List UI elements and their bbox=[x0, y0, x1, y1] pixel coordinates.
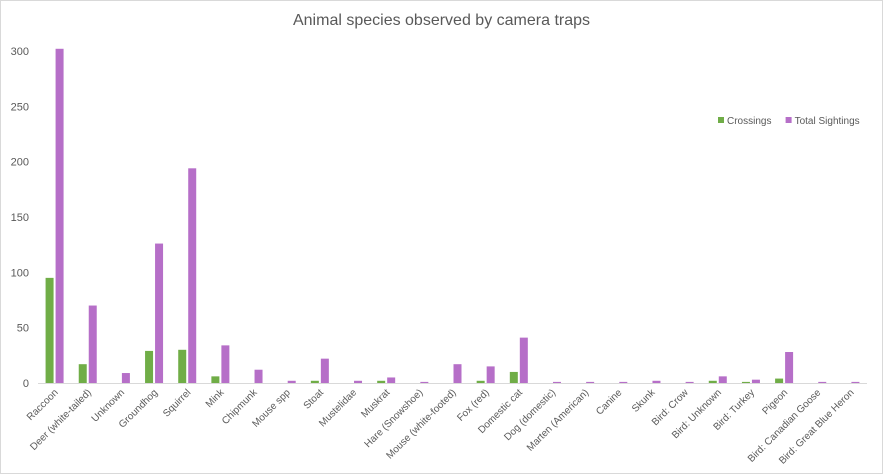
bar-total-sightings bbox=[354, 380, 363, 383]
bar-total-sightings bbox=[718, 376, 727, 383]
bar-total-sightings bbox=[188, 168, 197, 383]
bars bbox=[45, 48, 860, 383]
bar-total-sightings bbox=[320, 358, 329, 383]
y-tick-label: 150 bbox=[11, 212, 29, 224]
y-axis: 0 50 100 150 200 250 300 bbox=[11, 46, 29, 390]
x-category-label: Deer (white-tailed) bbox=[28, 387, 94, 453]
x-category-label: Hare (Snowshoe) bbox=[363, 387, 426, 450]
y-tick-label: 0 bbox=[23, 378, 29, 390]
x-category-label: Canine bbox=[594, 387, 624, 417]
bar-crossings bbox=[78, 364, 87, 383]
legend-label: Total Sightings bbox=[795, 116, 860, 127]
bar-total-sightings bbox=[121, 373, 130, 383]
x-category-label: Skunk bbox=[630, 387, 658, 415]
bar-crossings bbox=[310, 380, 319, 383]
bar-crossings bbox=[178, 349, 187, 383]
y-tick-label: 300 bbox=[11, 46, 29, 58]
bar-total-sightings bbox=[586, 381, 595, 383]
bar-total-sightings bbox=[851, 381, 860, 383]
y-tick-label: 200 bbox=[11, 157, 29, 169]
bar-total-sightings bbox=[88, 305, 97, 383]
bar-crossings bbox=[145, 350, 154, 383]
x-category-label: Muskrat bbox=[359, 387, 392, 420]
y-tick-label: 100 bbox=[11, 267, 29, 279]
bar-total-sightings bbox=[619, 381, 628, 383]
y-tick-label: 50 bbox=[17, 323, 29, 335]
bar-crossings bbox=[775, 378, 784, 383]
bar-total-sightings bbox=[652, 380, 661, 383]
legend-swatch bbox=[785, 117, 792, 123]
chart-title: Animal species observed by camera traps bbox=[292, 12, 591, 29]
bar-crossings bbox=[45, 277, 54, 383]
bar-crossings bbox=[476, 380, 485, 383]
bar-total-sightings bbox=[519, 337, 528, 383]
x-category-label: Mink bbox=[204, 387, 227, 410]
bar-total-sightings bbox=[685, 381, 694, 383]
bar-total-sightings bbox=[785, 352, 794, 383]
x-category-label: Pigeon bbox=[760, 387, 790, 417]
bar-crossings bbox=[377, 380, 386, 383]
bar-total-sightings bbox=[155, 243, 164, 383]
bar-total-sightings bbox=[55, 48, 64, 383]
x-category-label: Squirrel bbox=[161, 387, 193, 419]
bar-crossings bbox=[741, 381, 750, 383]
bar-total-sightings bbox=[287, 380, 296, 383]
bar-crossings bbox=[708, 380, 717, 383]
y-tick-label: 250 bbox=[11, 101, 29, 113]
bar-total-sightings bbox=[387, 377, 396, 383]
legend-label: Crossings bbox=[727, 116, 771, 127]
bar-total-sightings bbox=[221, 345, 230, 383]
bar-total-sightings bbox=[751, 379, 760, 383]
bar-total-sightings bbox=[453, 364, 462, 383]
bar-total-sightings bbox=[818, 381, 827, 383]
bar-total-sightings bbox=[254, 369, 263, 383]
bar-total-sightings bbox=[552, 381, 561, 383]
x-category-label: Marten (American) bbox=[525, 387, 591, 453]
legend: Crossings Total Sightings bbox=[718, 116, 860, 127]
bar-total-sightings bbox=[420, 381, 429, 383]
x-category-label: Stoat bbox=[302, 387, 326, 411]
bar-crossings bbox=[211, 376, 220, 383]
bar-crossings bbox=[509, 371, 518, 383]
legend-swatch bbox=[718, 117, 724, 123]
bar-total-sightings bbox=[486, 366, 495, 383]
